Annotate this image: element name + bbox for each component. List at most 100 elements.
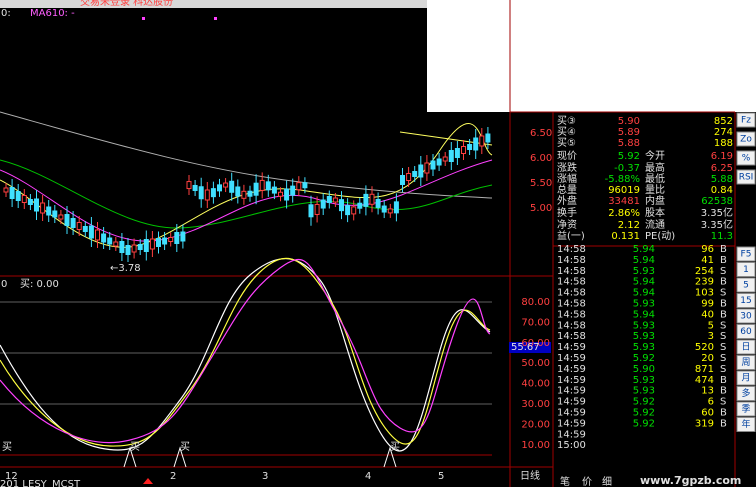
period: 日线 bbox=[520, 469, 540, 482]
quote-value: 0.131 bbox=[611, 231, 640, 242]
quote-label: 买④ bbox=[557, 126, 576, 138]
candle bbox=[64, 214, 70, 226]
candle bbox=[143, 239, 149, 252]
tool-label: % bbox=[742, 154, 751, 164]
tool-button[interactable] bbox=[736, 401, 756, 417]
candle bbox=[204, 189, 210, 201]
quote-value: 5.88 bbox=[618, 138, 640, 149]
trade-volume: 41 bbox=[701, 255, 714, 266]
trade-price: 5.93 bbox=[633, 266, 655, 277]
candle bbox=[34, 198, 39, 212]
trade-volume: 871 bbox=[695, 364, 714, 375]
tool-button[interactable] bbox=[736, 277, 756, 293]
candle bbox=[393, 201, 399, 214]
trade-volume: 20 bbox=[701, 353, 714, 364]
quote-label: 涨幅 bbox=[557, 172, 577, 185]
trade-time: 14:59 bbox=[557, 375, 586, 386]
tool-button[interactable] bbox=[736, 386, 756, 401]
quote-value: 96019 bbox=[608, 185, 640, 196]
tool-button[interactable] bbox=[736, 308, 756, 324]
tool-label: 日 bbox=[741, 342, 750, 353]
candles bbox=[3, 127, 491, 262]
candle bbox=[259, 179, 265, 191]
candle bbox=[424, 162, 430, 174]
candle bbox=[430, 160, 436, 170]
candle bbox=[192, 184, 198, 191]
candle bbox=[467, 144, 473, 150]
quote-value: 11.3 bbox=[711, 231, 733, 242]
tool-button[interactable] bbox=[736, 339, 756, 355]
candle bbox=[412, 171, 418, 177]
tool-button[interactable] bbox=[736, 417, 756, 432]
tool-button[interactable] bbox=[736, 293, 756, 308]
candle bbox=[70, 218, 76, 228]
quote-value: 2.12 bbox=[618, 220, 640, 231]
tool-label: 多 bbox=[741, 387, 750, 399]
tool-button[interactable] bbox=[736, 324, 756, 339]
quote-label: 流通 bbox=[645, 218, 665, 231]
tab[interactable]: ESY bbox=[28, 479, 48, 487]
tool-label: 15 bbox=[740, 296, 751, 306]
trade-volume: 40 bbox=[701, 309, 714, 320]
candle bbox=[58, 214, 64, 220]
tool-button[interactable] bbox=[736, 370, 756, 386]
tool-button[interactable] bbox=[736, 262, 756, 277]
quote-value: 6.19 bbox=[711, 151, 733, 162]
quote-value: 6.25 bbox=[711, 163, 733, 174]
candle bbox=[308, 204, 314, 218]
trade-time: 14:58 bbox=[557, 244, 586, 255]
candle bbox=[436, 158, 442, 166]
trade-time: 14:58 bbox=[557, 299, 586, 310]
quote-value: -5.88% bbox=[605, 174, 640, 185]
trade-price: 5.94 bbox=[633, 288, 655, 299]
indicator-tick: 30.00 bbox=[521, 399, 550, 410]
candle bbox=[241, 190, 247, 199]
candle bbox=[76, 222, 82, 230]
candle bbox=[253, 182, 259, 196]
candle bbox=[381, 205, 387, 213]
quote-volume: 852 bbox=[714, 116, 733, 127]
tool-button[interactable] bbox=[736, 169, 756, 185]
frame bbox=[0, 0, 736, 487]
x-tick-label: 2 bbox=[170, 471, 176, 482]
candle bbox=[131, 244, 137, 253]
candle bbox=[351, 206, 357, 215]
indicator-tick: 20.00 bbox=[521, 419, 550, 430]
candle bbox=[406, 173, 412, 181]
tool-button[interactable] bbox=[736, 246, 756, 262]
trade-flag: B bbox=[720, 299, 727, 310]
quote-label: 股本 bbox=[645, 206, 665, 219]
tool-label: 5 bbox=[743, 281, 749, 291]
candle bbox=[162, 237, 168, 245]
quote-volume: 188 bbox=[714, 138, 733, 149]
tab[interactable]: MCST bbox=[52, 479, 81, 487]
tool-label: F5 bbox=[741, 250, 752, 260]
side-tab[interactable]: 笔 bbox=[560, 475, 570, 487]
quote-value: 5.89 bbox=[618, 127, 640, 138]
candle bbox=[363, 193, 369, 207]
side-tab[interactable]: 价 bbox=[582, 476, 592, 487]
trade-flag: S bbox=[720, 331, 726, 342]
x-tick-label: 4 bbox=[365, 471, 371, 482]
trade-volume: 254 bbox=[695, 266, 714, 277]
indicator-name: 0 bbox=[1, 279, 7, 290]
indicator-tick: 10.00 bbox=[521, 440, 550, 451]
trade-time: 14:59 bbox=[557, 397, 586, 408]
watermark: www.7gpzb.com bbox=[640, 474, 741, 487]
tool-button[interactable] bbox=[736, 150, 756, 166]
candle bbox=[101, 233, 107, 243]
tool-button[interactable] bbox=[736, 112, 756, 128]
tab[interactable]: 201 L bbox=[0, 479, 28, 487]
trade-time: 14:59 bbox=[557, 386, 586, 397]
tool-button[interactable] bbox=[736, 355, 756, 370]
candle bbox=[332, 197, 338, 203]
side-tab[interactable]: 细 bbox=[602, 475, 612, 487]
candle bbox=[314, 203, 320, 215]
candle bbox=[21, 195, 27, 203]
candle bbox=[9, 187, 15, 199]
tool-button[interactable] bbox=[736, 131, 756, 147]
quote-value: 5.90 bbox=[618, 116, 640, 127]
candle bbox=[82, 226, 88, 232]
quote-label: 涨跌 bbox=[557, 161, 577, 174]
candle bbox=[320, 199, 326, 209]
